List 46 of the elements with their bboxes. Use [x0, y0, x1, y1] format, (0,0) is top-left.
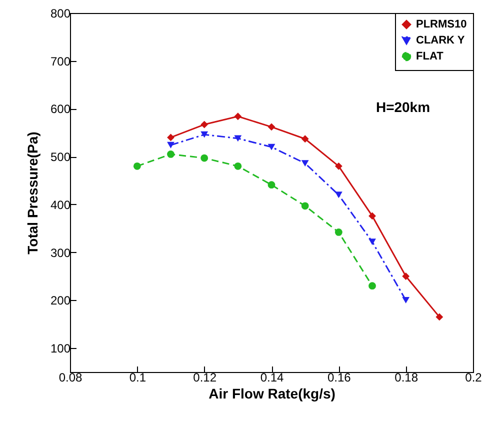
- x-tick-label: 0.16: [327, 370, 352, 384]
- annotation: H=20km: [376, 99, 430, 115]
- point: [167, 150, 174, 158]
- x-tick-label: 0.08: [58, 370, 82, 384]
- point: [268, 123, 276, 131]
- legend-label: FLAT: [416, 50, 444, 62]
- point: [368, 212, 376, 220]
- y-tick-label: 500: [50, 150, 71, 164]
- y-tick-label: 600: [50, 102, 71, 116]
- point: [368, 238, 376, 246]
- point: [436, 313, 444, 321]
- x-tick-label: 0.12: [193, 370, 217, 384]
- point: [234, 162, 242, 170]
- point: [334, 228, 342, 236]
- point: [402, 272, 410, 280]
- point: [200, 131, 208, 138]
- y-tick-label: 100: [50, 342, 71, 356]
- y-axis-title: Total Pressure(Pa): [24, 132, 40, 254]
- y-tick-label: 200: [50, 294, 71, 308]
- point: [200, 154, 208, 162]
- point: [334, 162, 342, 170]
- point: [301, 202, 309, 210]
- point: [268, 144, 276, 150]
- point: [167, 142, 174, 148]
- y-tick-label: 700: [50, 54, 71, 68]
- y-tick-label: 800: [50, 6, 71, 20]
- y-tick-label: 300: [50, 246, 71, 260]
- point: [268, 181, 276, 189]
- x-tick-label: 0.1: [129, 370, 146, 384]
- point: [167, 134, 174, 142]
- point: [301, 135, 309, 143]
- legend-label: PLRMS10: [416, 18, 467, 30]
- x-tick-label: 0.18: [394, 370, 418, 384]
- point: [234, 135, 242, 142]
- point: [301, 160, 309, 167]
- x-tick-label: 0.2: [465, 370, 482, 384]
- point: [334, 192, 342, 198]
- point: [133, 162, 141, 170]
- x-tick-label: 0.14: [260, 370, 284, 384]
- x-axis-title: Air Flow Rate(kg/s): [208, 386, 336, 402]
- point: [402, 296, 410, 304]
- point: [234, 112, 242, 120]
- point: [368, 282, 376, 290]
- y-tick-label: 400: [50, 198, 71, 212]
- point: [200, 120, 208, 128]
- legend-label: CLARK Y: [416, 34, 466, 46]
